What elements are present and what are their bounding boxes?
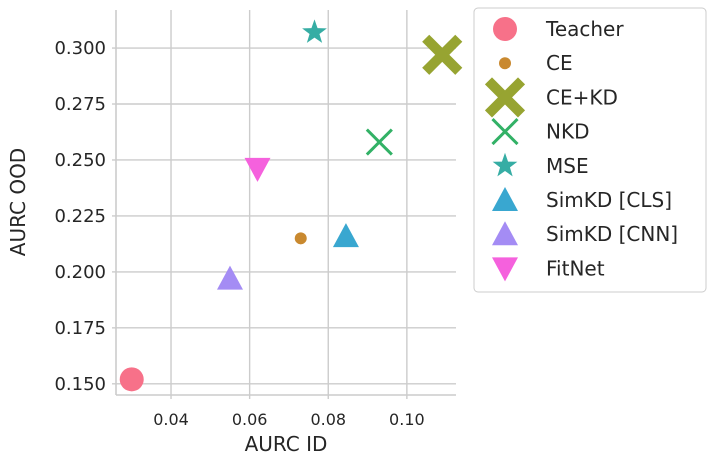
y-tick-label: 0.225 — [54, 206, 106, 227]
legend-marker-teacher — [493, 17, 517, 41]
legend-label-simkd-cls: SimKD [CLS] — [546, 188, 672, 212]
point-simkd-cnn — [216, 265, 243, 290]
legend-label-teacher: Teacher — [545, 17, 624, 41]
legend-label-simkd-cnn: SimKD [CNN] — [546, 222, 678, 246]
x-tick-label: 0.10 — [389, 410, 425, 429]
legend-label-nkd: NKD — [546, 120, 589, 144]
point-fitnet — [244, 157, 271, 182]
point-ce — [294, 232, 307, 245]
y-tick-label: 0.300 — [54, 38, 106, 59]
legend-label-fitnet: FitNet — [546, 256, 605, 280]
point-simkd-cls — [332, 223, 359, 248]
legend-marker-ce-kd — [484, 77, 526, 118]
axes-layer: 0.04 0.06 0.08 0.10 0.150 0.175 0.200 0.225 0.25… — [54, 10, 456, 429]
legend-label-ce-kd: CE+KD — [546, 85, 618, 109]
legend-marker-fitnet — [492, 257, 518, 282]
legend-marker-ce — [499, 57, 511, 70]
legend-marker-simkd-cnn — [492, 221, 518, 246]
point-mse — [302, 19, 327, 43]
x-tick-label: 0.08 — [310, 410, 346, 429]
y-tick-label: 0.275 — [54, 94, 106, 115]
grid-layer — [116, 10, 456, 395]
legend-label-ce: CE — [546, 51, 573, 75]
legend-frame — [473, 7, 707, 293]
y-tick-label: 0.150 — [54, 374, 106, 395]
legend-marker-nkd — [491, 118, 519, 146]
legend-label-mse: MSE — [546, 154, 589, 178]
y-axis-label: AURC OOD — [6, 148, 30, 256]
y-tick-label: 0.175 — [54, 318, 106, 339]
y-tick-label: 0.200 — [54, 262, 106, 283]
legend-marker-mse — [492, 152, 518, 177]
marks-layer — [119, 19, 463, 392]
labels-layer: AURC ID AURC OOD — [6, 148, 327, 456]
point-teacher — [119, 367, 144, 392]
legend-marker-simkd-cls — [492, 187, 518, 212]
x-tick-label: 0.04 — [153, 410, 189, 429]
y-tick-label: 0.250 — [54, 150, 106, 171]
x-axis-label: AURC ID — [245, 432, 328, 456]
point-nkd — [365, 128, 393, 156]
legend: Teacher CE CE+KD NKD MSE SimKD [CLS] SimKD [CN… — [473, 7, 707, 293]
x-tick-label: 0.06 — [232, 410, 268, 429]
point-ce-kd — [422, 34, 463, 75]
